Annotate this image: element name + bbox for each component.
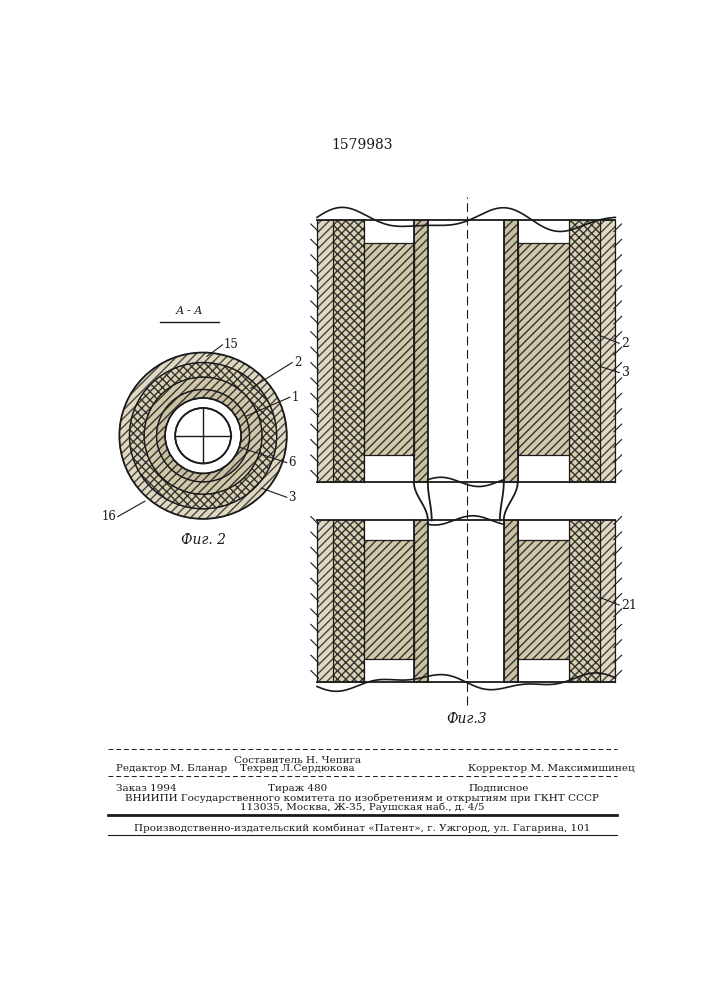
Text: 2: 2 [293,356,301,369]
Text: Техред Л.Сердюкова: Техред Л.Сердюкова [240,764,355,773]
Text: ВНИИПИ Государственного комитета по изобретениям и открытиям при ГКНТ СССР: ВНИИПИ Государственного комитета по изоб… [125,794,599,803]
Text: Заказ 1994: Заказ 1994 [115,784,176,793]
Text: А - А: А - А [175,306,203,316]
Polygon shape [504,220,518,482]
Polygon shape [518,243,569,455]
Polygon shape [363,540,414,659]
Polygon shape [600,520,615,682]
Polygon shape [414,220,428,482]
Polygon shape [569,520,600,682]
Polygon shape [332,520,363,682]
Text: Составитель Н. Чепига: Составитель Н. Чепига [234,756,361,765]
Polygon shape [428,205,504,497]
Polygon shape [518,540,569,659]
Circle shape [144,377,262,494]
Circle shape [175,408,231,463]
Polygon shape [600,220,615,482]
Circle shape [119,353,287,519]
Text: Фиг.3: Фиг.3 [446,712,487,726]
Text: 15: 15 [224,338,239,351]
Text: 3: 3 [288,491,296,504]
Text: Редактор М. Бланар: Редактор М. Бланар [115,764,227,773]
Text: Фиг. 2: Фиг. 2 [180,533,226,547]
Text: Подписное: Подписное [468,784,529,793]
Text: 16: 16 [101,510,116,523]
Text: Тираж 480: Тираж 480 [268,784,327,793]
Polygon shape [317,520,332,682]
Polygon shape [569,220,600,482]
Text: Корректор М. Максимишинец: Корректор М. Максимишинец [468,764,635,773]
Circle shape [156,389,250,482]
Polygon shape [414,520,428,682]
Polygon shape [363,243,414,455]
Text: 1: 1 [291,391,299,404]
Text: 2: 2 [621,337,629,350]
Polygon shape [428,513,504,690]
Circle shape [129,363,276,509]
Text: 21: 21 [621,599,638,612]
Polygon shape [317,220,332,482]
Polygon shape [332,220,363,482]
Polygon shape [504,520,518,682]
Text: 3: 3 [621,366,629,379]
Text: 113035, Москва, Ж-35, Раушская наб., д. 4/5: 113035, Москва, Ж-35, Раушская наб., д. … [240,803,484,812]
Circle shape [165,398,241,473]
Text: Производственно-издательский комбинат «Патент», г. Ужгород, ул. Гагарина, 101: Производственно-издательский комбинат «П… [134,823,590,833]
Text: 1579983: 1579983 [331,138,392,152]
Text: 6: 6 [288,456,296,469]
